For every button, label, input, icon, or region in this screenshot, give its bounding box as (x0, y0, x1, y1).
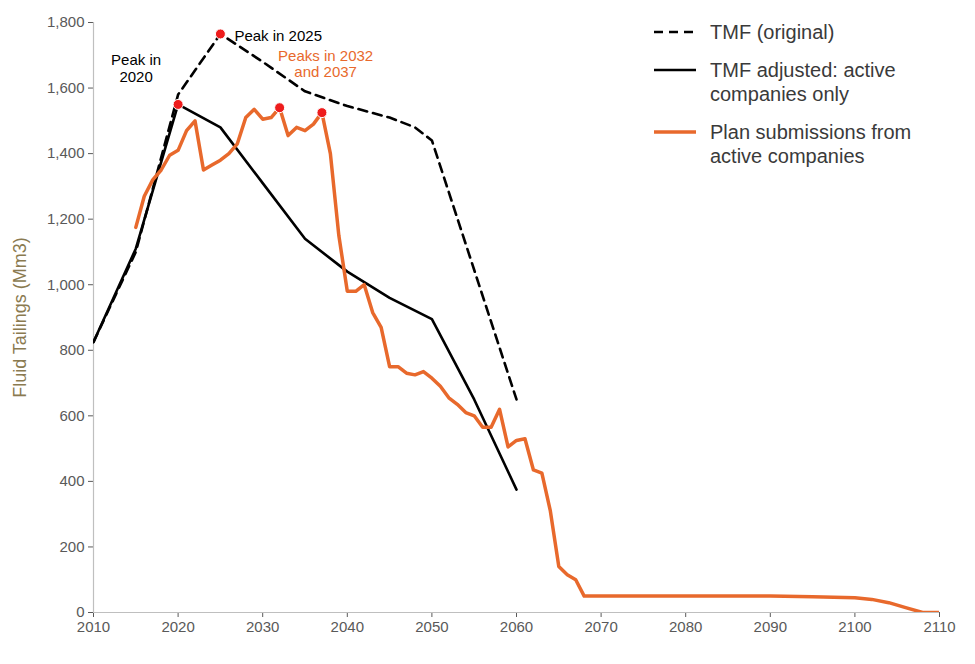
svg-text:1,800: 1,800 (47, 13, 85, 30)
svg-text:800: 800 (59, 341, 84, 358)
svg-text:2030: 2030 (246, 618, 279, 635)
html-text:TMF adjusted: active companies: TMF adjusted: active companies only (710, 59, 896, 105)
html-text:Plan submissions from active c: Plan submissions from active companies (710, 121, 912, 167)
svg-text:600: 600 (59, 407, 84, 424)
svg-text:2020: 2020 (161, 618, 194, 635)
html-text:TMF (original): TMF (original) (710, 21, 835, 43)
svg-text:1,600: 1,600 (47, 79, 85, 96)
svg-text:2060: 2060 (500, 618, 533, 635)
svg-text:1,400: 1,400 (47, 144, 85, 161)
svg-text:2080: 2080 (669, 618, 702, 635)
svg-text:Peaks in 2032and 2037: Peaks in 2032and 2037 (278, 47, 373, 81)
svg-text:Fluid Tailings (Mm3): Fluid Tailings (Mm3) (10, 237, 30, 398)
svg-text:1,000: 1,000 (47, 276, 85, 293)
svg-text:2090: 2090 (754, 618, 787, 635)
svg-text:2050: 2050 (415, 618, 448, 635)
svg-text:200: 200 (59, 538, 84, 555)
svg-text:400: 400 (59, 472, 84, 489)
svg-text:Peak in 2025: Peak in 2025 (234, 27, 322, 44)
svg-text:2070: 2070 (584, 618, 617, 635)
svg-text:2040: 2040 (331, 618, 364, 635)
svg-text:2110: 2110 (923, 618, 955, 635)
svg-text:Peak in2020: Peak in2020 (111, 51, 161, 85)
svg-text:2010: 2010 (77, 618, 110, 635)
svg-text:1,200: 1,200 (47, 210, 85, 227)
svg-text:2100: 2100 (838, 618, 871, 635)
svg-text:0: 0 (76, 603, 85, 621)
